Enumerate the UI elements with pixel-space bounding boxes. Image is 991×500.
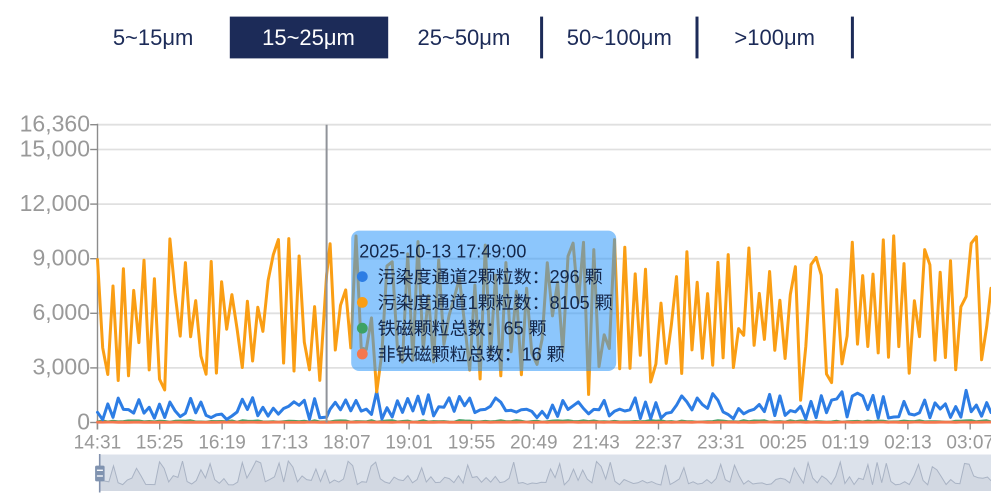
svg-text:2025-10-13 17:49:00: 2025-10-13 17:49:00 [359, 241, 526, 261]
svg-text:01:19: 01:19 [822, 433, 870, 454]
svg-text:15~25μm: 15~25μm [262, 25, 355, 50]
svg-text:19:01: 19:01 [385, 433, 433, 454]
svg-text:19:55: 19:55 [448, 433, 496, 454]
svg-text:3,000: 3,000 [32, 354, 90, 380]
svg-text:296: 296 [550, 267, 580, 287]
svg-text:1: 1 [468, 293, 478, 313]
svg-text:20:49: 20:49 [510, 433, 558, 454]
svg-text:5~15μm: 5~15μm [113, 25, 194, 50]
svg-text:8105: 8105 [550, 293, 590, 313]
svg-text:14:31: 14:31 [74, 433, 122, 454]
svg-text:00:25: 00:25 [759, 433, 807, 454]
svg-text:2: 2 [468, 267, 478, 287]
svg-text:>100μm: >100μm [734, 25, 815, 50]
svg-text:18:07: 18:07 [323, 433, 371, 454]
svg-text:17:13: 17:13 [261, 433, 309, 454]
svg-text:12,000: 12,000 [20, 190, 90, 216]
svg-text:0: 0 [77, 408, 90, 434]
svg-text:65: 65 [504, 319, 524, 339]
svg-text:15:25: 15:25 [136, 433, 184, 454]
svg-text:16,360: 16,360 [20, 111, 90, 137]
svg-text:16: 16 [522, 345, 542, 365]
svg-text:03:07: 03:07 [946, 433, 991, 454]
svg-text:6,000: 6,000 [32, 299, 90, 325]
svg-text:21:43: 21:43 [572, 433, 620, 454]
svg-text:23:31: 23:31 [697, 433, 745, 454]
svg-text:50~100μm: 50~100μm [567, 25, 672, 50]
svg-text:02:13: 02:13 [884, 433, 932, 454]
svg-text:25~50μm: 25~50μm [418, 25, 511, 50]
svg-text:22:37: 22:37 [635, 433, 683, 454]
svg-text:9,000: 9,000 [32, 245, 90, 271]
svg-text:16:19: 16:19 [198, 433, 246, 454]
svg-text:15,000: 15,000 [20, 135, 90, 161]
